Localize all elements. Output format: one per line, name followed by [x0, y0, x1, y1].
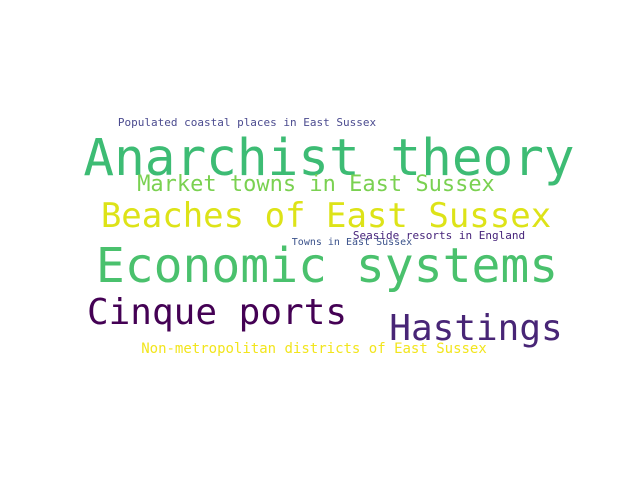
word-economic-systems: Economic systems — [95, 238, 559, 294]
word-towns-in-east-sussex: Towns in East Sussex — [291, 237, 413, 248]
word-beaches-of-east-sussex: Beaches of East Sussex — [100, 196, 552, 236]
word-non-metropolitan-districts: Non-metropolitan districts of East Susse… — [141, 341, 487, 357]
word-anarchist-theory: Anarchist theory — [83, 129, 575, 188]
word-populated-coastal-places: Populated coastal places in East Sussex — [117, 116, 377, 129]
word-hastings: Hastings — [389, 308, 563, 349]
word-cinque-ports: Cinque ports — [86, 292, 348, 333]
word-seaside-resorts: Seaside resorts in England — [352, 229, 526, 242]
word-market-towns: Market towns in East Sussex — [137, 172, 495, 197]
